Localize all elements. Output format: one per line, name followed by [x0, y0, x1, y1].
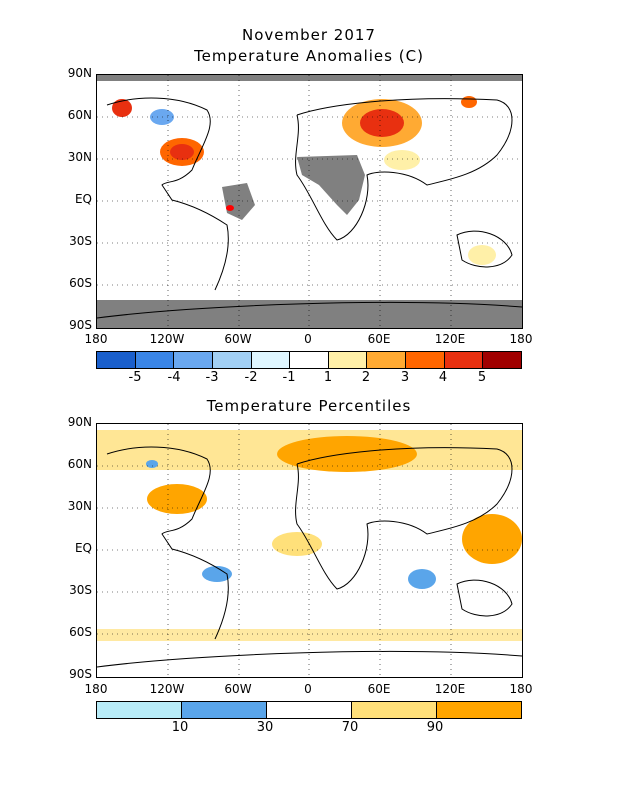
colorbar-segment [290, 352, 329, 368]
missing-data-antarctica [97, 300, 522, 328]
anomaly-usa-hot [170, 144, 194, 160]
percentile-map-canvas [97, 424, 522, 677]
colorbar-segment [328, 352, 368, 368]
colorbar-segment [135, 352, 175, 368]
colorbar-segment [437, 702, 521, 718]
anomaly-amazon [226, 205, 234, 211]
chart-title: November 2017 [242, 26, 376, 44]
percentile-colorbar [96, 701, 522, 719]
coastline-australia [456, 579, 513, 617]
lat-label: 60N [67, 457, 92, 471]
lat-label: EQ [74, 541, 92, 555]
percentile-atlantic-warm [272, 532, 322, 556]
lat-label: 30S [69, 234, 92, 248]
lon-label: 0 [304, 332, 312, 346]
colorbar-label: 4 [438, 370, 448, 385]
colorbar-segment [406, 352, 445, 368]
colorbar-label: -4 [167, 370, 181, 385]
colorbar-segment [182, 702, 267, 718]
colorbar-label: -1 [282, 370, 296, 385]
colorbar-label: 70 [341, 720, 359, 735]
colorbar-label: -2 [244, 370, 258, 385]
colorbar-label: 10 [171, 720, 189, 735]
lat-label: 90S [69, 318, 92, 332]
anomaly-central-asia [384, 150, 420, 170]
colorbar-segment [367, 352, 407, 368]
colorbar-segment [212, 352, 252, 368]
colorbar-label: -3 [205, 370, 219, 385]
lon-label: 120W [149, 332, 185, 346]
gridlines [97, 75, 522, 328]
missing-data-africa [297, 155, 365, 215]
anomaly-map-title: Temperature Anomalies (C) [194, 47, 424, 65]
colorbar-label: 2 [361, 370, 371, 385]
lon-label: 60E [367, 332, 391, 346]
percentile-southern-ocean [97, 629, 522, 641]
percentile-map-title: Temperature Percentiles [206, 397, 412, 415]
coastline-australia [456, 230, 513, 268]
lon-label: 60E [367, 682, 391, 696]
colorbar-segment [352, 702, 437, 718]
lat-label: 60S [69, 276, 92, 290]
lon-label: 60W [224, 332, 252, 346]
percentile-map [96, 423, 523, 678]
colorbar-segment [174, 352, 213, 368]
lon-label: 180 [84, 682, 108, 696]
coastline-antarctica [97, 651, 522, 668]
percentile-indian-cold [408, 569, 436, 589]
colorbar-label: 30 [256, 720, 274, 735]
anomaly-alaska [112, 99, 132, 117]
missing-data-arctic [97, 75, 522, 81]
colorbar-label: 5 [477, 370, 487, 385]
coastline-americas [106, 97, 229, 291]
lat-label: 60S [69, 625, 92, 639]
anomaly-map [96, 74, 523, 329]
lon-label: 120E [434, 332, 466, 346]
coastline-eurasia-africa [295, 447, 513, 590]
gridlines [97, 424, 522, 677]
percentile-sepacific-cold [202, 566, 232, 582]
colorbar-segment [483, 352, 522, 368]
lon-label: 120W [149, 682, 185, 696]
colorbar-segment [97, 702, 182, 718]
missing-data-amazon [222, 183, 255, 220]
coastline-eurasia-africa [295, 98, 513, 241]
anomaly-russia-hot [360, 109, 404, 137]
lat-label: 90S [69, 667, 92, 681]
lon-label: 180 [509, 682, 533, 696]
percentile-pacific-high [462, 514, 522, 564]
lon-label: 180 [84, 332, 108, 346]
coastline-americas [106, 446, 229, 640]
lat-label: 30N [67, 150, 92, 164]
colorbar-segment [97, 352, 136, 368]
lat-label: 90N [67, 415, 92, 429]
lon-label: 180 [509, 332, 533, 346]
colorbar-label: 90 [426, 720, 444, 735]
coastline-antarctica [97, 302, 522, 319]
lat-label: EQ [74, 192, 92, 206]
lon-label: 0 [304, 682, 312, 696]
lat-label: 60N [67, 108, 92, 122]
percentile-canada-cold [146, 460, 158, 468]
lat-label: 30S [69, 583, 92, 597]
lat-label: 30N [67, 499, 92, 513]
lat-label: 90N [67, 66, 92, 80]
colorbar-label: 3 [400, 370, 410, 385]
anomaly-map-canvas [97, 75, 522, 328]
colorbar-label: 1 [323, 370, 333, 385]
lon-label: 60W [224, 682, 252, 696]
lon-label: 120E [434, 682, 466, 696]
anomaly-colorbar [96, 351, 522, 369]
anomaly-australia [468, 245, 496, 265]
colorbar-segment [251, 352, 291, 368]
colorbar-segment [267, 702, 352, 718]
colorbar-segment [444, 352, 484, 368]
colorbar-label: -5 [128, 370, 142, 385]
percentile-usa-high [147, 484, 207, 514]
anomaly-east-siberia [461, 96, 477, 108]
